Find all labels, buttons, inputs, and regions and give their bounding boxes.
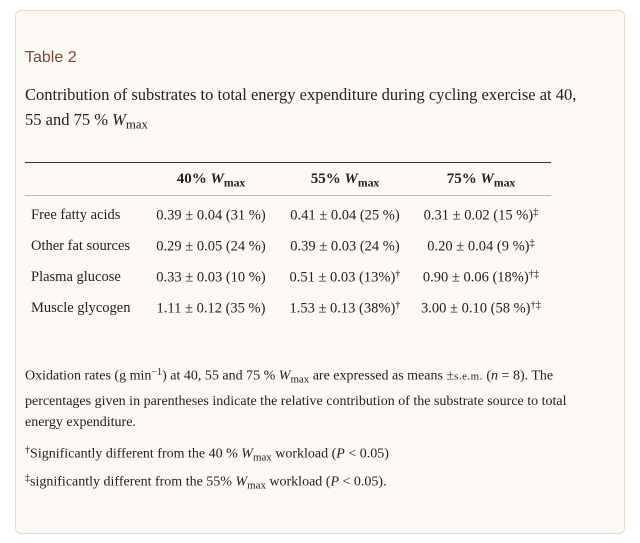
data-table: 40% Wmax 55% Wmax 75% Wmax Free fatty ac… bbox=[25, 166, 551, 324]
note-text: workload ( bbox=[269, 474, 331, 490]
note-w: W bbox=[241, 446, 253, 462]
table-cell: 0.39 ± 0.04 (31 %) bbox=[143, 194, 279, 231]
table-row-free-fatty-acids: Free fatty acids 0.39 ± 0.04 (31 %) 0.41… bbox=[25, 194, 551, 231]
note-text: < 0.05) bbox=[348, 446, 389, 462]
header-row: 40% Wmax 55% Wmax 75% Wmax bbox=[25, 166, 551, 194]
cell-value: 0.39 ± 0.03 (24 %) bbox=[290, 238, 400, 255]
note-sup: −1 bbox=[151, 367, 163, 378]
header-75: 75% Wmax bbox=[411, 166, 551, 194]
header-55-w: W bbox=[344, 170, 358, 187]
table-header-rule bbox=[25, 195, 551, 196]
note-sem: s.e.m. bbox=[454, 370, 483, 383]
table-caption: Contribution of substrates to total ener… bbox=[25, 82, 595, 138]
note-mark: ‡ bbox=[25, 473, 31, 485]
header-empty bbox=[25, 166, 143, 194]
table-cell: 0.20 ± 0.04 (9 %)‡ bbox=[411, 231, 551, 262]
cell-value: 0.51 ± 0.03 (13%) bbox=[289, 269, 396, 286]
footnote-oxidation-rates: Oxidation rates (g min−1) at 40, 55 and … bbox=[25, 362, 597, 433]
note-text: workload ( bbox=[275, 446, 337, 462]
note-p: P bbox=[330, 474, 340, 490]
cell-value: 0.39 ± 0.04 (31 %) bbox=[156, 207, 266, 224]
table-cell: 3.00 ± 0.10 (58 %)†‡ bbox=[411, 293, 551, 324]
table-row-plasma-glucose: Plasma glucose 0.33 ± 0.03 (10 %) 0.51 ±… bbox=[25, 262, 551, 293]
table-row-muscle-glycogen: Muscle glycogen 1.11 ± 0.12 (35 %) 1.53 … bbox=[25, 293, 551, 324]
note-w: W bbox=[235, 474, 248, 490]
note-text: significantly different from the 55% bbox=[30, 474, 232, 490]
cell-mark: † bbox=[395, 299, 401, 311]
cell-value: 1.11 ± 0.12 (35 %) bbox=[156, 300, 266, 317]
caption-sub: max bbox=[125, 117, 148, 132]
note-text: ) at 40, 55 and 75 % bbox=[162, 368, 276, 384]
header-40: 40% Wmax bbox=[143, 166, 279, 194]
note-p: P bbox=[336, 446, 345, 462]
cell-value: 1.53 ± 0.13 (38%) bbox=[289, 300, 396, 317]
note-text: are expressed as means ± bbox=[312, 368, 455, 384]
footnote-double-dagger: ‡significantly different from the 55% Wm… bbox=[25, 468, 597, 497]
cell-value: 0.20 ± 0.04 (9 %) bbox=[427, 238, 530, 255]
table-top-rule bbox=[25, 162, 551, 163]
table-cell: 0.51 ± 0.03 (13%)† bbox=[279, 262, 411, 293]
header-75-text: 75% bbox=[446, 170, 477, 187]
table-cell: 0.41 ± 0.04 (25 %) bbox=[279, 194, 411, 231]
cell-value: 0.41 ± 0.04 (25 %) bbox=[290, 207, 400, 224]
note-w: W bbox=[278, 368, 291, 384]
table-cell: 0.29 ± 0.05 (24 %) bbox=[143, 231, 279, 262]
header-40-text: 40% bbox=[176, 170, 207, 187]
row-label: Other fat sources bbox=[31, 238, 131, 254]
cell-mark: ‡ bbox=[529, 237, 535, 249]
note-text: Significantly different from the 40 % bbox=[30, 446, 238, 462]
header-55-text: 55% bbox=[310, 170, 341, 187]
footnote-dagger: †Significantly different from the 40 % W… bbox=[25, 440, 597, 469]
cell-value: 0.31 ± 0.02 (15 %) bbox=[423, 207, 534, 224]
row-label: Muscle glycogen bbox=[31, 300, 131, 316]
table-cell: 0.33 ± 0.03 (10 %) bbox=[143, 262, 279, 293]
cell-mark: †‡ bbox=[528, 268, 540, 280]
cell-mark: †‡ bbox=[530, 299, 541, 311]
table-cell: 0.39 ± 0.03 (24 %) bbox=[279, 231, 411, 262]
cell-mark: † bbox=[395, 268, 401, 280]
row-label: Free fatty acids bbox=[31, 207, 121, 223]
note-text: = 8). The percentages given in parenthes… bbox=[25, 368, 567, 430]
table-cell: 1.53 ± 0.13 (38%)† bbox=[279, 293, 411, 324]
table-cell: 0.31 ± 0.02 (15 %)‡ bbox=[411, 194, 551, 231]
note-text: < 0.05). bbox=[342, 474, 387, 490]
table-label: Table 2 bbox=[25, 49, 77, 66]
note-sub: max bbox=[290, 373, 310, 386]
table-cell: 0.90 ± 0.06 (18%)†‡ bbox=[411, 262, 551, 293]
cell-value: 0.90 ± 0.06 (18%) bbox=[422, 269, 529, 286]
header-40-sub: max bbox=[223, 176, 246, 190]
table-footnotes: Oxidation rates (g min−1) at 40, 55 and … bbox=[25, 362, 597, 497]
note-mark: † bbox=[25, 444, 31, 456]
note-text: ( bbox=[486, 368, 492, 384]
header-55-sub: max bbox=[357, 176, 380, 190]
cell-value: 0.29 ± 0.05 (24 %) bbox=[156, 238, 266, 255]
note-sub: max bbox=[252, 451, 272, 464]
table-row-other-fat-sources: Other fat sources 0.29 ± 0.05 (24 %) 0.3… bbox=[25, 231, 551, 262]
cell-value: 0.33 ± 0.03 (10 %) bbox=[156, 269, 266, 286]
table-cell: 1.11 ± 0.12 (35 %) bbox=[143, 293, 279, 324]
caption-w: W bbox=[112, 110, 126, 129]
header-75-sub: max bbox=[493, 176, 516, 190]
note-text: Oxidation rates (g min bbox=[25, 368, 152, 384]
caption-text: Contribution of substrates to total ener… bbox=[25, 85, 577, 129]
cell-value: 3.00 ± 0.10 (58 %) bbox=[421, 300, 531, 317]
table-card bbox=[15, 10, 625, 534]
header-75-w: W bbox=[480, 170, 494, 187]
header-40-w: W bbox=[210, 170, 224, 187]
header-55: 55% Wmax bbox=[279, 166, 411, 194]
note-n: n bbox=[491, 368, 499, 384]
row-label: Plasma glucose bbox=[31, 269, 121, 285]
note-sub: max bbox=[247, 479, 266, 492]
cell-mark: ‡ bbox=[533, 206, 539, 218]
